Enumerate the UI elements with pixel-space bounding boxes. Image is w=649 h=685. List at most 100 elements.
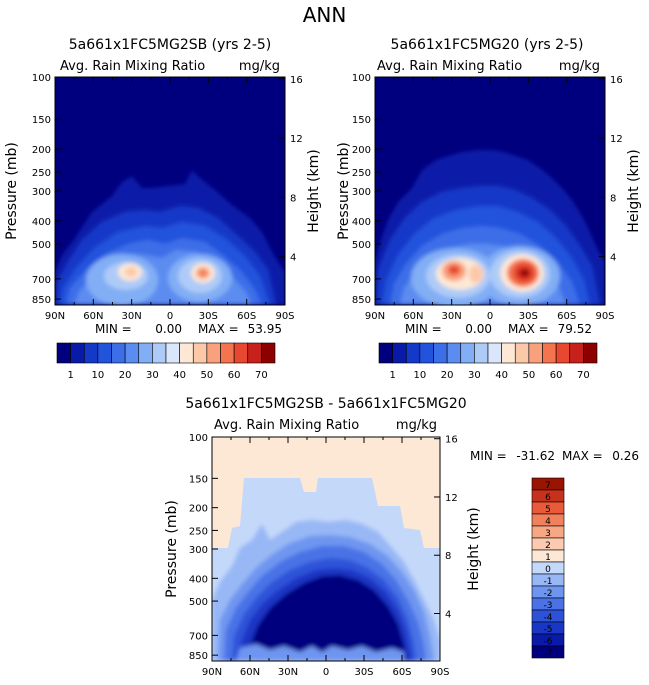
panel-2-variable: Avg. Rain Mixing Ratio — [377, 59, 522, 74]
panel-3-units: mg/kg — [396, 418, 437, 433]
h-tick-label: 8 — [610, 193, 616, 204]
colorbar-swatch — [474, 342, 489, 364]
colorbar-swatch — [56, 342, 71, 364]
panel-3-min-label: MIN = — [470, 449, 507, 463]
colorbar-label: -3 — [544, 601, 553, 611]
colorbar-label: 1 — [67, 370, 73, 381]
panel-1-min-label: MIN = — [95, 322, 132, 336]
h-tick-label: 4 — [290, 253, 296, 264]
p-tick-label: 300 — [32, 187, 51, 198]
panel-1-max-value: 53.95 — [248, 322, 282, 336]
h-tick-label: 12 — [610, 134, 623, 145]
colorbar-label: -7 — [544, 649, 553, 659]
panel-1-min-value: 0.00 — [155, 322, 182, 336]
colorbar-label: -6 — [544, 637, 553, 647]
x-tick-label: 90S — [595, 311, 614, 322]
colorbar-swatch — [446, 342, 462, 364]
colorbar-swatch — [247, 342, 262, 364]
colorbar-swatch — [97, 342, 112, 364]
colorbar-label: 0 — [545, 565, 551, 575]
colorbar-swatch — [138, 342, 153, 364]
panel-1-contours — [55, 77, 285, 305]
p-tick-label: 100 — [352, 73, 371, 84]
colorbar-label: -2 — [544, 589, 553, 599]
panel-1: 5a661x1FC5MG2SB (yrs 2-5) Avg. Rain Mixi… — [4, 37, 322, 336]
colorbar-swatch — [542, 342, 557, 364]
panel-3-ticks: 90N 60N 30N 0 30S 60S 90S 100 150 200 250 300 400 500… — [189, 433, 458, 678]
colorbar-swatch — [433, 342, 448, 364]
colorbar-swatch — [70, 342, 85, 364]
colorbar-label: 4 — [545, 517, 551, 527]
panel-1-variable: Avg. Rain Mixing Ratio — [60, 59, 205, 74]
x-tick-label: 90N — [365, 311, 385, 322]
p-tick-label: 700 — [352, 275, 371, 286]
panel-2-level-10 — [448, 265, 460, 275]
panel-3-min-value: -31.62 — [516, 449, 555, 463]
colorbar-label: 60 — [228, 370, 241, 381]
panel-2-max-core — [521, 270, 529, 276]
colorbar-label: 50 — [201, 370, 214, 381]
colorbar-label: 70 — [255, 370, 268, 381]
colorbar-label: 1 — [545, 553, 551, 563]
x-tick-label: 60N — [403, 311, 423, 322]
colorbar-swatch — [531, 645, 565, 659]
p-tick-label: 300 — [352, 187, 371, 198]
colorbar-label: 50 — [523, 370, 536, 381]
panel-3-title: 5a661x1FC5MG2SB - 5a661x1FC5MG20 — [185, 396, 466, 412]
x-tick-label: 30N — [442, 311, 462, 322]
p-tick-label: 250 — [189, 526, 208, 537]
panel-3-max-label: MAX = — [562, 449, 603, 463]
panel-3: 5a661x1FC5MG2SB - 5a661x1FC5MG20 Avg. Ra… — [164, 396, 639, 678]
colorbar-label: 2 — [545, 541, 551, 551]
colorbar-label: 40 — [495, 370, 508, 381]
colorbar-panel-2: 1 10 20 30 40 50 60 70 — [378, 342, 598, 381]
p-tick-label: 850 — [189, 651, 208, 662]
colorbar-swatch — [206, 342, 221, 364]
colorbar-label: 6 — [545, 493, 551, 503]
colorbar-swatch — [261, 342, 276, 364]
p-tick-label: 250 — [32, 168, 51, 179]
colorbar-swatch — [220, 342, 235, 364]
x-tick-label: 30S — [354, 667, 373, 678]
colorbar-panel-3: 7 6 5 4 3 2 1 0 -1 -2 -3 -4 -5 -6 -7 — [531, 477, 565, 659]
panel-1-title: 5a661x1FC5MG2SB (yrs 2-5) — [69, 37, 272, 53]
p-tick-label: 850 — [352, 295, 371, 306]
panel-3-floor-noise — [236, 644, 404, 661]
h-tick-label: 4 — [610, 253, 616, 264]
panel-1-units: mg/kg — [239, 59, 280, 74]
p-tick-label: 400 — [352, 217, 371, 228]
colorbar-label: 3 — [545, 529, 551, 539]
colorbar-swatch — [555, 342, 571, 364]
colorbar-swatch — [124, 342, 140, 364]
p-tick-label: 700 — [189, 631, 208, 642]
p-tick-label: 100 — [32, 73, 51, 84]
x-tick-label: 30N — [122, 311, 142, 322]
colorbar-swatch — [233, 342, 249, 364]
panel-3-contours — [212, 437, 440, 661]
p-tick-label: 250 — [352, 168, 371, 179]
panel-2: 5a661x1FC5MG20 (yrs 2-5) Avg. Rain Mixin… — [336, 37, 642, 336]
colorbar-label: 40 — [173, 370, 186, 381]
panel-2-max-label: MAX = — [508, 322, 549, 336]
colorbar-swatch — [487, 342, 502, 364]
colorbar-panel-1: 1 10 20 30 40 50 60 70 — [56, 342, 276, 381]
x-tick-label: 0 — [487, 311, 493, 322]
panel-3-y2label: Height (km) — [466, 507, 482, 590]
colorbar-label: -5 — [544, 625, 553, 635]
p-tick-label: 150 — [352, 115, 371, 126]
h-tick-label: 16 — [445, 435, 458, 446]
x-tick-label: 60S — [237, 311, 256, 322]
x-tick-label: 30S — [519, 311, 538, 322]
colorbar-swatch — [165, 342, 180, 364]
p-tick-label: 400 — [189, 574, 208, 585]
x-tick-label: 90S — [430, 667, 449, 678]
p-tick-label: 850 — [32, 295, 51, 306]
colorbar-label: 70 — [577, 370, 590, 381]
colorbar-swatch — [514, 342, 530, 364]
p-tick-label: 200 — [32, 145, 51, 156]
colorbar-label: 60 — [550, 370, 563, 381]
colorbar-swatch — [583, 342, 598, 364]
colorbar-swatch — [405, 342, 421, 364]
panel-3-max-value: 0.26 — [612, 449, 639, 463]
